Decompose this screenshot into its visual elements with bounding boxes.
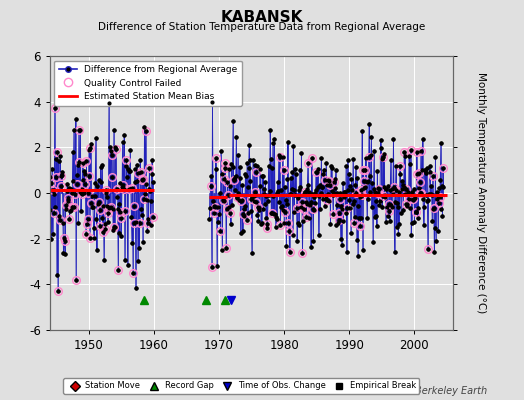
Text: Difference of Station Temperature Data from Regional Average: Difference of Station Temperature Data f… (99, 22, 425, 32)
Text: KABANSK: KABANSK (221, 10, 303, 25)
Legend: Difference from Regional Average, Quality Control Failed, Estimated Station Mean: Difference from Regional Average, Qualit… (54, 60, 242, 106)
Legend: Station Move, Record Gap, Time of Obs. Change, Empirical Break: Station Move, Record Gap, Time of Obs. C… (63, 378, 419, 394)
Y-axis label: Monthly Temperature Anomaly Difference (°C): Monthly Temperature Anomaly Difference (… (476, 72, 486, 314)
Text: Berkeley Earth: Berkeley Earth (415, 386, 487, 396)
